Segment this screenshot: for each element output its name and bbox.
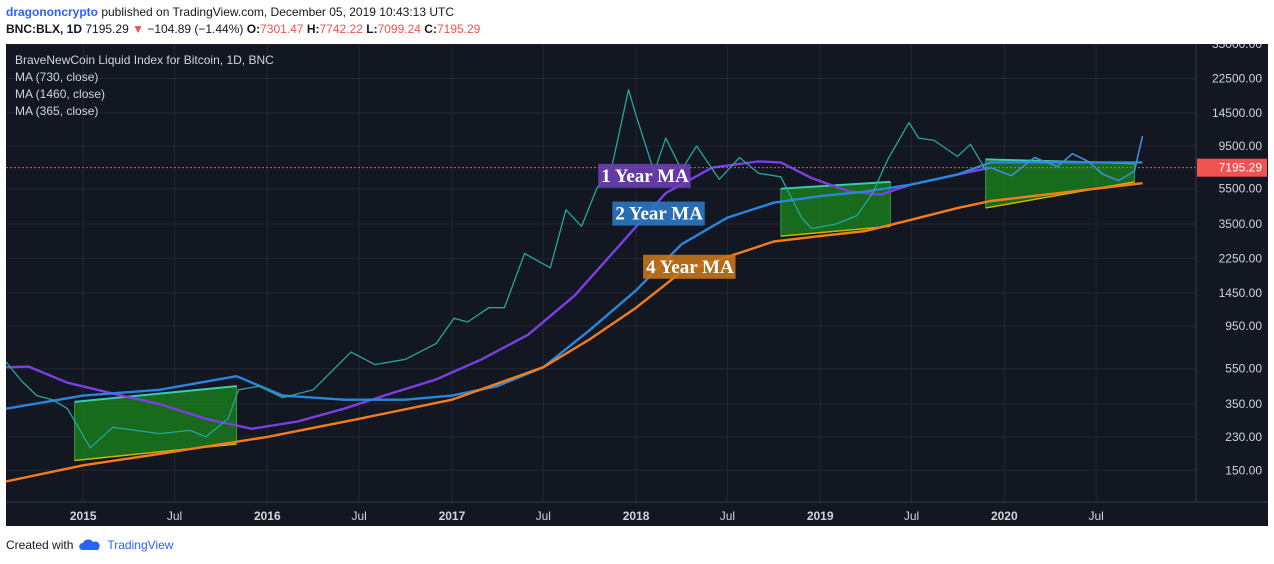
tradingview-link[interactable]: TradingView — [107, 538, 174, 552]
created-with-label: Created with — [6, 538, 74, 552]
open-value: 7301.47 — [260, 22, 304, 36]
time-tick-label: Jul — [351, 509, 366, 523]
time-tick-label: 2019 — [807, 509, 834, 523]
series-line-2-year-ma — [5, 161, 1143, 410]
annotation-label: 4 Year MA — [646, 257, 734, 278]
time-tick-label: 2017 — [439, 509, 466, 523]
ohlc-line: BNC:BLX, 1D 7195.29 ▼ −104.89 (−1.44%) O… — [6, 21, 480, 38]
price-tick-label: 230.00 — [1225, 430, 1262, 444]
series-line-1-year-ma — [5, 160, 991, 430]
publish-line: dragononcrypto published on TradingView.… — [6, 4, 480, 21]
low-value: 7099.24 — [377, 22, 421, 36]
high-label: H: — [306, 22, 320, 36]
author-link[interactable]: dragononcrypto — [6, 5, 98, 19]
legend: BraveNewCoin Liquid Index for Bitcoin, 1… — [15, 53, 274, 118]
price-tick-label: 14500.00 — [1212, 106, 1262, 120]
tradingview-logo-icon — [79, 539, 101, 550]
close-value: 7195.29 — [436, 22, 481, 36]
price-tick-label: 950.00 — [1225, 319, 1262, 333]
price-change: −104.89 (−1.44%) — [147, 22, 244, 36]
time-tick-label: Jul — [167, 509, 182, 523]
range-top-line — [74, 385, 237, 403]
last-price-tag: 7195.29 — [1197, 158, 1267, 177]
time-ticks[interactable]: 2015 Jul 2016 Jul 2017 Jul 2018 Jul 2019 Jul 2020 J… — [70, 509, 1104, 523]
price-tick-label: 1450.00 — [1219, 286, 1263, 300]
time-tick-label: Jul — [904, 509, 919, 523]
price-tick-label: 9500.00 — [1219, 139, 1263, 153]
price-tick-label: 2250.00 — [1219, 252, 1263, 266]
last-price-tag-label: 7195.29 — [1219, 161, 1263, 175]
footer: Created with TradingView — [6, 538, 173, 552]
low-label: L: — [366, 22, 378, 36]
time-tick-label: Jul — [536, 509, 551, 523]
price-tick-label: 150.00 — [1225, 463, 1262, 477]
time-tick-label: Jul — [1088, 509, 1103, 523]
price-tick-label: 5500.00 — [1219, 182, 1263, 196]
down-arrow-icon: ▼ — [132, 22, 144, 36]
legend-ma-365[interactable]: MA (365, close) — [15, 104, 98, 118]
chart-title: BraveNewCoin Liquid Index for Bitcoin, 1… — [15, 53, 274, 67]
price-tick-label: 350.00 — [1225, 397, 1262, 411]
time-tick-label: 2020 — [991, 509, 1018, 523]
time-tick-label: 2015 — [70, 509, 97, 523]
annotations: 1 Year MA 2 Year MA 4 Year MA — [598, 163, 736, 279]
time-tick-label: 2016 — [254, 509, 281, 523]
symbol-label: BNC:BLX, 1D — [6, 22, 83, 36]
price-tick-label: 3500.00 — [1219, 217, 1263, 231]
price-tick-label: 35000.00 — [1212, 44, 1262, 51]
annotation-box — [598, 163, 691, 188]
price-ticks: 150.00 230.00 350.00 550.00 950.00 1450.00 225… — [1212, 37, 1263, 477]
open-label: O: — [246, 22, 261, 36]
publish-info: published on TradingView.com, December 0… — [98, 5, 454, 19]
time-tick-label: 2018 — [623, 509, 650, 523]
chart-panel[interactable]: 1 Year MA 2 Year MA 4 Year MA 150.00 230.00… — [5, 37, 1268, 526]
price-tick-label: 550.00 — [1225, 362, 1262, 376]
last-price: 7195.29 — [85, 22, 129, 36]
price-axis[interactable] — [1196, 44, 1268, 502]
annotation-label: 2 Year MA — [615, 204, 703, 225]
legend-ma-1460[interactable]: MA (1460, close) — [15, 87, 105, 101]
annotation-box — [643, 254, 736, 279]
range-bottom-line — [780, 225, 891, 237]
series-line-blx-price — [5, 89, 991, 449]
series-line-projection — [990, 135, 1144, 182]
legend-ma-730[interactable]: MA (730, close) — [15, 70, 98, 84]
high-value: 7742.22 — [319, 22, 363, 36]
price-tick-label: 22500.00 — [1212, 72, 1262, 86]
series-lines — [5, 89, 1144, 483]
chart-header: dragononcrypto published on TradingView.… — [6, 4, 480, 38]
time-tick-label: Jul — [720, 509, 735, 523]
series-line-4-year-ma — [5, 182, 1143, 483]
chart-svg[interactable]: 1 Year MA 2 Year MA 4 Year MA 150.00 230.00… — [5, 37, 1268, 526]
annotation-box — [612, 201, 705, 226]
close-label: C: — [424, 22, 437, 36]
annotation-label: 1 Year MA — [601, 166, 689, 187]
last-price-tag-bg — [1197, 158, 1267, 177]
